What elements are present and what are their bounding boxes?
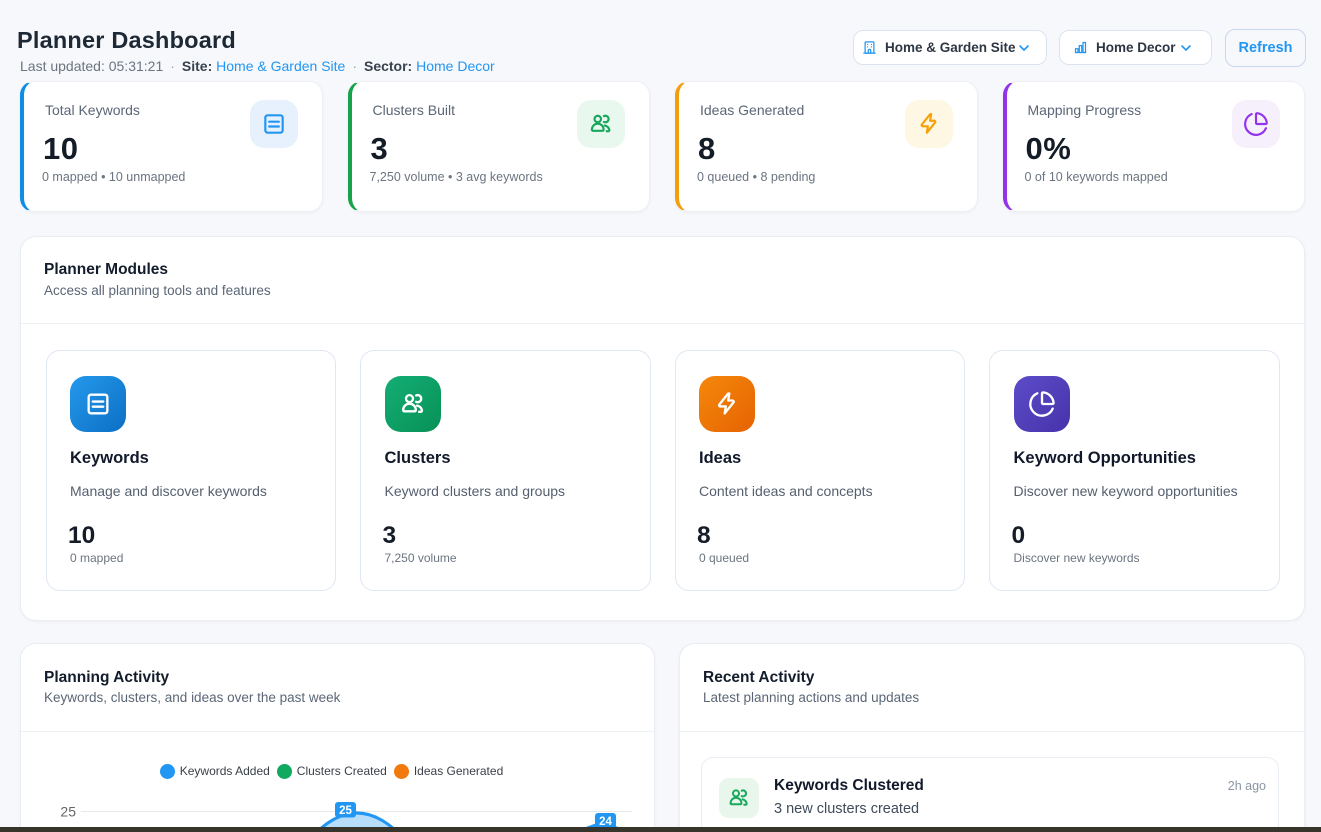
svg-text:25: 25 bbox=[60, 804, 76, 820]
svg-text:24: 24 bbox=[599, 816, 612, 828]
svg-text:25: 25 bbox=[339, 805, 352, 817]
